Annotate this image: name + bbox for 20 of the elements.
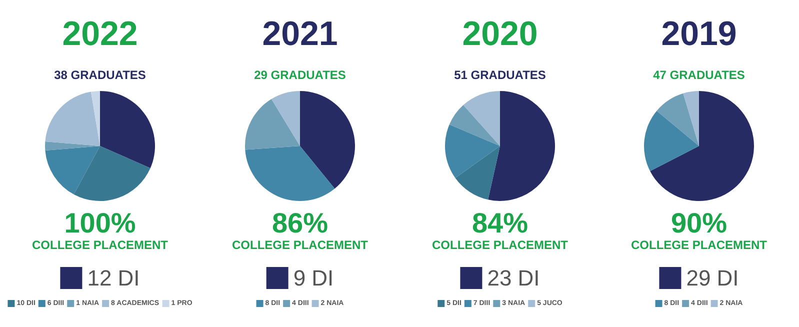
chart-title: 2020 [462,15,538,53]
legend-label: 9 DI [293,266,334,290]
chart-subtitle: 47 GRADUATES [653,68,746,82]
text: 86% [272,208,328,238]
chart-title: 2019 [661,15,738,53]
legend-label: 29 DI [686,266,740,290]
text: COLLEGE PLACEMENT [32,238,169,252]
chart-subtitle: 29 GRADUATES [254,68,346,82]
chart-subtitle: 38 GRADUATES [54,68,146,82]
text: COLLEGE PLACEMENT [431,238,568,252]
text: 90% [671,208,728,238]
chart-title: 2021 [262,15,338,53]
chart-subtitle: 51 GRADUATES [454,68,546,82]
legend-label: 23 DI [486,266,540,290]
text: 100% [64,208,136,238]
text: COLLEGE PLACEMENT [631,238,768,252]
text: 84% [471,208,528,238]
chart-title: 2022 [62,15,138,53]
legend-label: 12 DI [87,266,140,290]
text: COLLEGE PLACEMENT [232,238,368,252]
